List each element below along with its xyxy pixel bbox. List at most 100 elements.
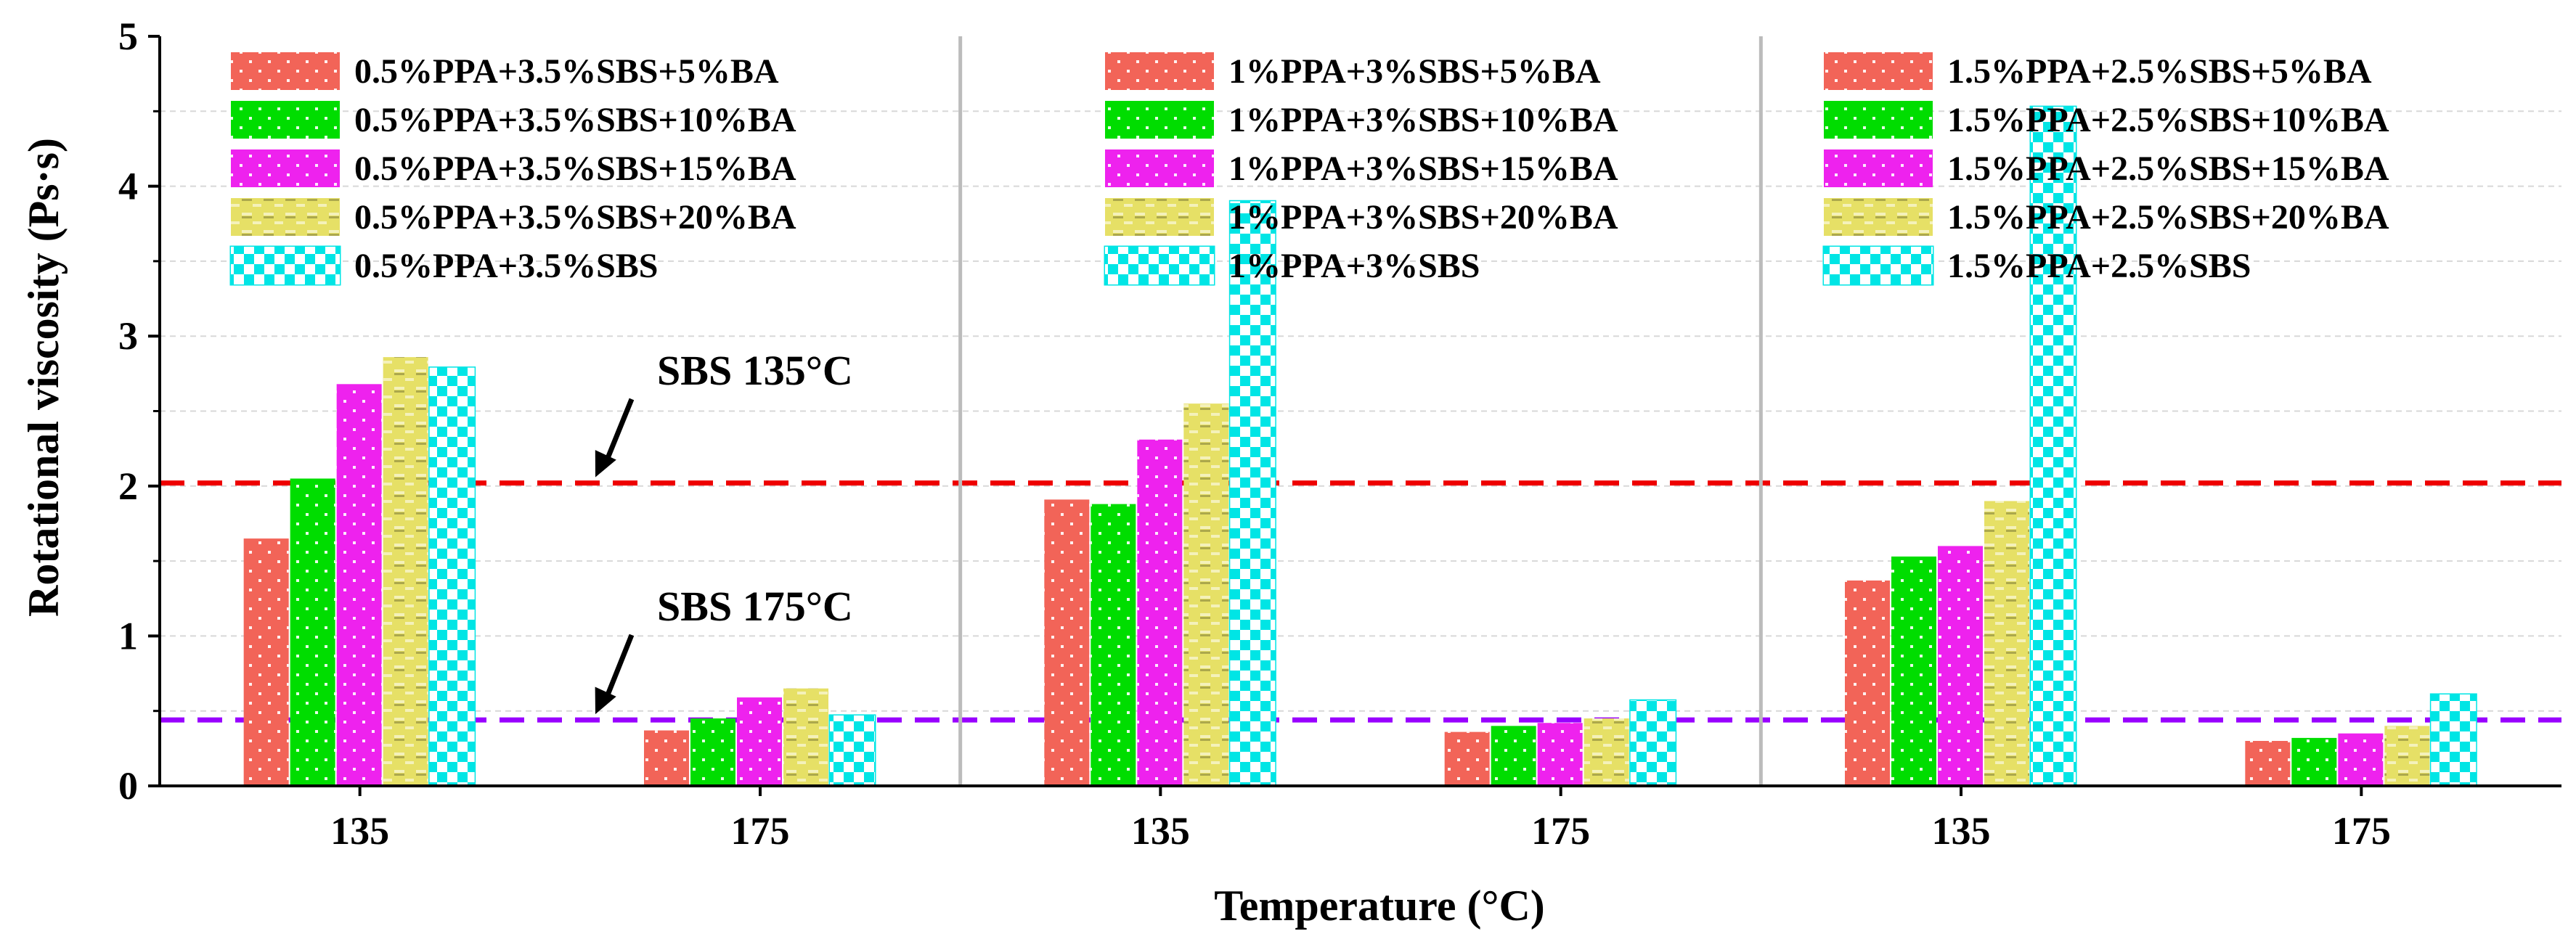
bar-pattern bbox=[1230, 201, 1276, 786]
grid-lines bbox=[160, 110, 2561, 712]
bar bbox=[783, 688, 828, 786]
bar-pattern bbox=[644, 730, 689, 786]
reference-label: SBS 175°C bbox=[657, 583, 853, 630]
bar bbox=[428, 366, 476, 787]
legend-label: 1.5%PPA+2.5%SBS+10%BA bbox=[1947, 101, 2389, 139]
bar-pattern bbox=[1183, 403, 1229, 786]
bar-pattern bbox=[2031, 107, 2076, 787]
legend: 1%PPA+3%SBS+5%BA 1%PPA+3%SBS+10%BA 1%PPA+3… bbox=[1104, 52, 1618, 286]
bars bbox=[243, 105, 2477, 787]
bar-pattern bbox=[2245, 741, 2291, 786]
bar bbox=[2429, 693, 2477, 787]
bar bbox=[336, 384, 382, 786]
bar-pattern bbox=[1444, 731, 1490, 786]
legend-swatch-pattern bbox=[231, 101, 340, 139]
bar-pattern bbox=[243, 538, 289, 786]
legend-swatch-pattern bbox=[231, 247, 340, 284]
bar bbox=[737, 697, 782, 786]
bar bbox=[1228, 200, 1276, 787]
bar bbox=[1091, 504, 1136, 786]
bar bbox=[644, 730, 689, 786]
bar-pattern bbox=[2291, 737, 2337, 786]
legend-label: 0.5%PPA+3.5%SBS+20%BA bbox=[354, 198, 796, 237]
bar bbox=[1537, 723, 1583, 786]
bar bbox=[1891, 556, 1936, 786]
legends: 0.5%PPA+3.5%SBS+5%BA 0.5%PPA+3.5%SBS+10%B… bbox=[229, 52, 2389, 286]
legend-swatch-pattern bbox=[1824, 52, 1933, 90]
y-tick-label: 5 bbox=[118, 15, 138, 58]
bar bbox=[1938, 546, 1983, 786]
x-tick-label: 175 bbox=[1531, 809, 1590, 853]
bar-pattern bbox=[2431, 694, 2477, 786]
bar bbox=[1444, 731, 1490, 786]
legend-label: 1.5%PPA+2.5%SBS bbox=[1947, 247, 2251, 285]
bar bbox=[243, 538, 289, 786]
y-tick-label: 3 bbox=[118, 314, 138, 358]
y-tick-label: 1 bbox=[118, 614, 138, 657]
bar-pattern bbox=[1091, 504, 1136, 786]
legend-swatch-pattern bbox=[1105, 198, 1214, 236]
legend-label: 1.5%PPA+2.5%SBS+20%BA bbox=[1947, 198, 2389, 237]
bar bbox=[2338, 733, 2384, 786]
bar-pattern bbox=[1137, 439, 1183, 786]
bar-pattern bbox=[1630, 700, 1676, 786]
bar bbox=[2029, 105, 2077, 787]
legend-label: 1.5%PPA+2.5%SBS+5%BA bbox=[1947, 52, 2372, 91]
bar-pattern bbox=[690, 718, 735, 786]
reference-label: SBS 135°C bbox=[657, 347, 853, 394]
x-tick-label: 135 bbox=[1932, 809, 1991, 853]
legend-label: 1%PPA+3%SBS bbox=[1228, 247, 1480, 285]
arrowhead-icon bbox=[595, 450, 616, 477]
legend-label: 1%PPA+3%SBS+5%BA bbox=[1228, 52, 1601, 91]
legend-swatch-pattern bbox=[1105, 52, 1214, 90]
legend-label: 1%PPA+3%SBS+10%BA bbox=[1228, 101, 1618, 139]
y-tick-label: 2 bbox=[118, 464, 138, 508]
legend: 0.5%PPA+3.5%SBS+5%BA 0.5%PPA+3.5%SBS+10%B… bbox=[229, 52, 796, 286]
bar-pattern bbox=[290, 478, 335, 786]
bar bbox=[1137, 439, 1183, 786]
bar-pattern bbox=[1891, 556, 1936, 786]
bar bbox=[1629, 699, 1677, 787]
bar bbox=[828, 714, 876, 787]
legend-swatch-pattern bbox=[1105, 149, 1214, 187]
legend-swatch-pattern bbox=[1824, 198, 1933, 236]
bar bbox=[383, 357, 428, 786]
y-tick-label: 4 bbox=[118, 165, 138, 208]
bar bbox=[1491, 726, 1536, 786]
bar-pattern bbox=[429, 367, 475, 786]
bar bbox=[1583, 718, 1629, 786]
legend-label: 0.5%PPA+3.5%SBS+10%BA bbox=[354, 101, 796, 139]
bar bbox=[1984, 501, 2029, 786]
legend-swatch-pattern bbox=[1105, 101, 1214, 139]
bar bbox=[2291, 737, 2337, 786]
bar-pattern bbox=[336, 384, 382, 786]
bar-pattern bbox=[383, 357, 428, 786]
y-axis-label: Rotational viscosity (Ps·s) bbox=[20, 138, 68, 617]
x-tick-label: 175 bbox=[2332, 809, 2391, 853]
reference-lines: SBS 135°C SBS 175°C bbox=[160, 347, 2561, 723]
legend-label: 1%PPA+3%SBS+15%BA bbox=[1228, 149, 1618, 188]
bar-pattern bbox=[783, 688, 828, 786]
bar-pattern bbox=[1491, 726, 1536, 786]
legend-swatch-pattern bbox=[231, 198, 340, 236]
legend-swatch-pattern bbox=[1824, 149, 1933, 187]
bar-pattern bbox=[2338, 733, 2384, 786]
bar-pattern bbox=[830, 715, 875, 786]
bar-pattern bbox=[1984, 501, 2029, 786]
legend: 1.5%PPA+2.5%SBS+5%BA 1.5%PPA+2.5%SBS+10%B… bbox=[1822, 52, 2389, 286]
bar bbox=[1183, 403, 1229, 786]
arrow-icon bbox=[601, 634, 635, 705]
x-tick-label: 135 bbox=[330, 809, 389, 853]
arrow-icon bbox=[601, 398, 635, 468]
axes: 135 175 135 175 135 175 0 1 2 3 4 5 bbox=[118, 15, 2561, 853]
bar-pattern bbox=[2384, 726, 2430, 786]
x-axis-label: Temperature (°C) bbox=[1214, 882, 1545, 930]
legend-label: 0.5%PPA+3.5%SBS+5%BA bbox=[354, 52, 779, 91]
x-tick-label: 175 bbox=[731, 809, 790, 853]
bar-pattern bbox=[1583, 718, 1629, 786]
bar bbox=[2245, 741, 2291, 786]
bar-pattern bbox=[1938, 546, 1983, 786]
bar-pattern bbox=[1537, 723, 1583, 786]
legend-swatch-pattern bbox=[231, 52, 340, 90]
